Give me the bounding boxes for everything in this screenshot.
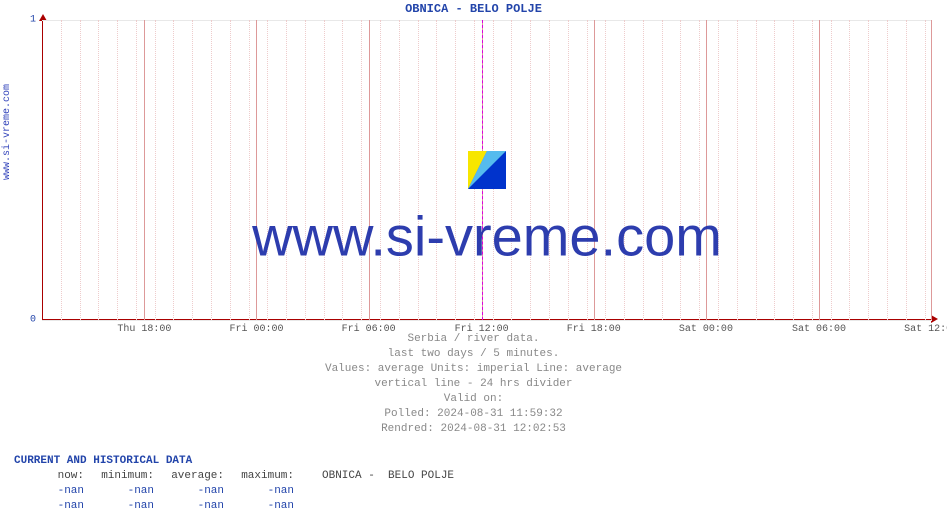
table-cell: -nan [224, 499, 294, 514]
vgrid-minor [793, 20, 794, 320]
vgrid-minor [587, 20, 588, 320]
vgrid-major [594, 20, 595, 320]
vgrid-minor [737, 20, 738, 320]
vgrid-minor [286, 20, 287, 320]
vgrid-minor [925, 20, 926, 320]
table-cell: -nan [14, 499, 84, 514]
vgrid-minor [868, 20, 869, 320]
vgrid-minor [849, 20, 850, 320]
vgrid-minor [831, 20, 832, 320]
vgrid-minor [418, 20, 419, 320]
vgrid-major [256, 20, 257, 320]
caption-line: Rendred: 2024-08-31 12:02:53 [0, 422, 947, 437]
vgrid-minor [530, 20, 531, 320]
table-column-header: maximum: [224, 469, 294, 484]
vgrid-minor [192, 20, 193, 320]
watermark-text: www.si-vreme.com [252, 204, 722, 269]
chart-area: 01Thu 18:00Fri 00:00Fri 06:00Fri 12:00Fr… [42, 20, 932, 320]
caption-line: Values: average Units: imperial Line: av… [0, 362, 947, 377]
vgrid-minor [906, 20, 907, 320]
data-table: CURRENT AND HISTORICAL DATA now:minimum:… [14, 454, 454, 514]
vgrid-minor [380, 20, 381, 320]
vgrid-minor [324, 20, 325, 320]
vgrid-minor [568, 20, 569, 320]
vgrid-minor [887, 20, 888, 320]
vgrid-minor [774, 20, 775, 320]
ytick-label: 0 [30, 315, 36, 326]
vgrid-minor [511, 20, 512, 320]
hgrid-line [42, 20, 932, 21]
vgrid-minor [399, 20, 400, 320]
vgrid-major [931, 20, 932, 320]
table-cell: -nan [14, 484, 84, 499]
y-axis-label: www.si-vreme.com [2, 84, 13, 180]
vgrid-minor [342, 20, 343, 320]
vgrid-minor [549, 20, 550, 320]
vgrid-minor [211, 20, 212, 320]
hgrid-line [42, 320, 932, 321]
caption-line: Valid on: [0, 392, 947, 407]
chart-title: OBNICA - BELO POLJE [0, 2, 947, 16]
vgrid-minor [756, 20, 757, 320]
vgrid-minor [80, 20, 81, 320]
caption-line: last two days / 5 minutes. [0, 347, 947, 362]
ytick-label: 1 [30, 15, 36, 26]
table-row: -nan-nan-nan-nan [14, 484, 454, 499]
table-cell: -nan [154, 484, 224, 499]
site-logo-icon [468, 151, 506, 189]
vgrid-minor [136, 20, 137, 320]
table-cell: -nan [154, 499, 224, 514]
vgrid-major [144, 20, 145, 320]
table-column-header: now: [14, 469, 84, 484]
vgrid-minor [699, 20, 700, 320]
table-header-row: now:minimum:average:maximum:OBNICA - BEL… [14, 469, 454, 484]
vgrid-minor [117, 20, 118, 320]
table-series-label: OBNICA - BELO POLJE [294, 469, 454, 484]
vgrid-minor [662, 20, 663, 320]
vgrid-minor [455, 20, 456, 320]
vgrid-major [369, 20, 370, 320]
vgrid-minor [249, 20, 250, 320]
table-column-header: minimum: [84, 469, 154, 484]
vgrid-minor [624, 20, 625, 320]
vgrid-minor [812, 20, 813, 320]
vgrid-major [706, 20, 707, 320]
vgrid-minor [643, 20, 644, 320]
vgrid-minor [155, 20, 156, 320]
chart-caption: Serbia / river data.last two days / 5 mi… [0, 332, 947, 437]
caption-line: Serbia / river data. [0, 332, 947, 347]
table-cell: -nan [224, 484, 294, 499]
table-cell: -nan [84, 499, 154, 514]
table-cell: -nan [84, 484, 154, 499]
vgrid-minor [361, 20, 362, 320]
vgrid-minor [718, 20, 719, 320]
caption-line: Polled: 2024-08-31 11:59:32 [0, 407, 947, 422]
table-column-header: average: [154, 469, 224, 484]
vgrid-minor [61, 20, 62, 320]
vgrid-minor [436, 20, 437, 320]
vgrid-minor [680, 20, 681, 320]
vgrid-minor [173, 20, 174, 320]
vgrid-minor [267, 20, 268, 320]
vgrid-minor [305, 20, 306, 320]
table-title: CURRENT AND HISTORICAL DATA [14, 454, 454, 469]
vgrid-major [819, 20, 820, 320]
vgrid-minor [230, 20, 231, 320]
vgrid-minor [98, 20, 99, 320]
table-row: -nan-nan-nan-nan [14, 499, 454, 514]
caption-line: vertical line - 24 hrs divider [0, 377, 947, 392]
vgrid-minor [605, 20, 606, 320]
